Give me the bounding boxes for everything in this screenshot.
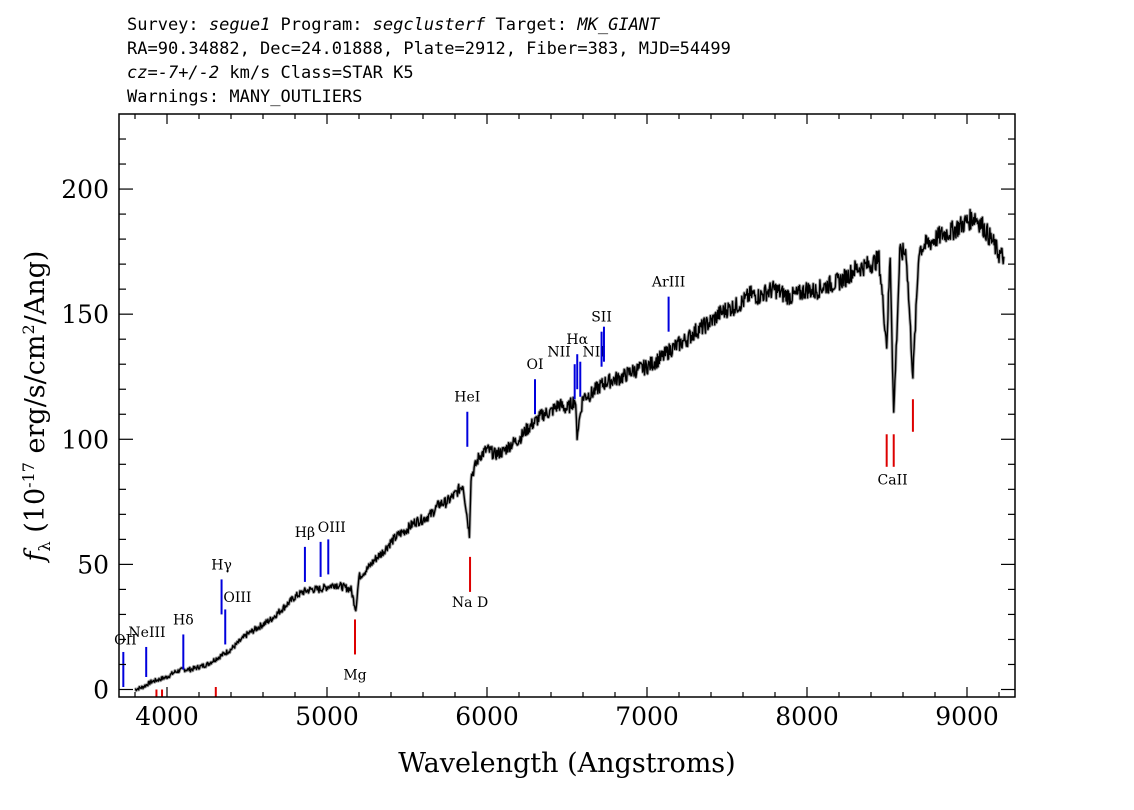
program-label: Program:	[270, 15, 372, 35]
cz-label: cz	[127, 63, 147, 83]
x-tick-label: 4000	[135, 702, 199, 731]
y-tick-label: 200	[61, 175, 109, 204]
header-line-1: Survey: segue1 Program: segclusterf Targ…	[127, 15, 661, 35]
emission-line-label: OI	[526, 357, 543, 373]
emission-line-label: NeIII	[128, 625, 165, 641]
y-axis-title: fλ (10-17 erg/s/cm2/Ang)	[19, 251, 54, 564]
emission-line-label: NII	[583, 345, 606, 361]
plot-frame	[118, 113, 1016, 698]
x-tick-label: 5000	[295, 702, 359, 731]
emission-line-label: Hδ	[173, 612, 194, 628]
x-tick-label: 9000	[935, 702, 999, 731]
y-axis-label: fλ (10-17 erg/s/cm2/Ang)	[19, 251, 54, 564]
emission-line-label: Hγ	[211, 557, 232, 573]
y-label-part3: /Ang)	[20, 251, 51, 325]
y-tick-label: 0	[93, 675, 109, 704]
emission-line-label: Hβ	[295, 525, 315, 541]
survey-label: Survey:	[127, 15, 209, 35]
absorption-line-label: Mg	[343, 667, 366, 683]
y-label-exp2: 2	[19, 324, 38, 334]
x-axis-label: Wavelength (Angstroms)	[398, 748, 735, 779]
emission-line-label: OIII	[223, 590, 251, 606]
target-value: MK_GIANT	[576, 15, 661, 35]
emission-line-label: Hα	[566, 332, 588, 348]
emission-line-label: OIII	[318, 520, 346, 536]
survey-value: segue1	[209, 15, 270, 35]
y-label-part2: erg/s/cm	[20, 335, 51, 463]
x-tick-label: 7000	[615, 702, 679, 731]
target-label: Target:	[485, 15, 577, 35]
y-tick-label: 50	[77, 550, 109, 579]
class-text: km/s Class=STAR K5	[219, 63, 413, 83]
absorption-line-label: Na D	[452, 595, 488, 611]
chart-header: Survey: segue1 Program: segclusterf Targ…	[127, 15, 731, 107]
emission-line-label: ArIII	[651, 275, 685, 291]
x-axis-title: Wavelength (Angstroms)	[398, 748, 735, 779]
program-value: segclusterf	[373, 15, 486, 35]
cz-value: =-7+/-2	[147, 63, 219, 83]
y-label-f: f	[20, 547, 51, 563]
y-tick-label: 100	[61, 425, 109, 454]
spectrum-line	[134, 209, 1005, 692]
y-tick-label: 150	[61, 300, 109, 329]
header-line-4: Warnings: MANY_OUTLIERS	[127, 87, 362, 107]
emission-line-label: SII	[591, 310, 612, 326]
absorption-line-label: CaII	[878, 472, 908, 488]
y-label-exp1: -17	[19, 462, 38, 488]
y-label-part1: (10	[20, 488, 51, 541]
y-label-lambda: λ	[35, 541, 54, 551]
emission-line-label: OII	[114, 632, 137, 648]
x-tick-label: 8000	[775, 702, 839, 731]
spectrum-error-band	[134, 208, 1006, 693]
header-line-3: cz=-7+/-2 km/s Class=STAR K5	[127, 63, 414, 83]
header-line-2: RA=90.34882, Dec=24.01888, Plate=2912, F…	[127, 39, 731, 59]
emission-line-label: HeI	[454, 390, 480, 406]
x-tick-label: 6000	[455, 702, 519, 731]
emission-line-label: NII	[547, 345, 570, 361]
